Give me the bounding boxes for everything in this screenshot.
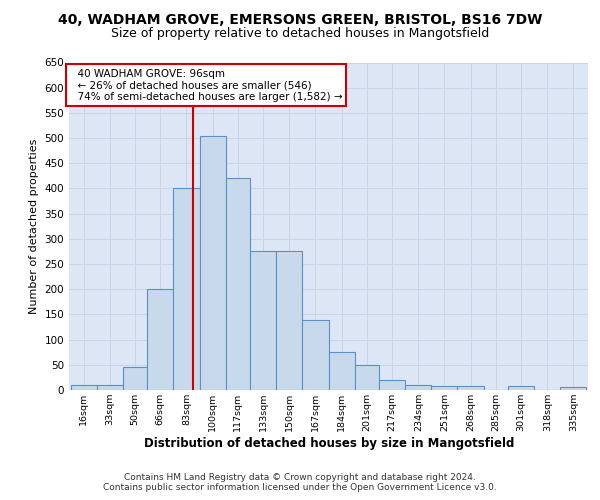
Bar — [379, 380, 405, 390]
Text: 40, WADHAM GROVE, EMERSONS GREEN, BRISTOL, BS16 7DW: 40, WADHAM GROVE, EMERSONS GREEN, BRISTO… — [58, 12, 542, 26]
Bar — [123, 368, 148, 390]
Bar — [276, 252, 302, 390]
Text: 40 WADHAM GROVE: 96sqm
  ← 26% of detached houses are smaller (546)
  74% of sem: 40 WADHAM GROVE: 96sqm ← 26% of detached… — [71, 68, 342, 102]
Bar — [355, 365, 379, 390]
Text: Size of property relative to detached houses in Mangotsfield: Size of property relative to detached ho… — [111, 28, 489, 40]
Bar — [148, 289, 173, 390]
Bar — [173, 188, 200, 390]
Text: Distribution of detached houses by size in Mangotsfield: Distribution of detached houses by size … — [143, 438, 514, 450]
Bar — [250, 252, 276, 390]
Bar — [508, 386, 534, 390]
Bar — [457, 386, 484, 390]
Y-axis label: Number of detached properties: Number of detached properties — [29, 138, 39, 314]
Bar — [97, 385, 123, 390]
Bar — [200, 136, 226, 390]
Bar — [431, 386, 457, 390]
Bar — [405, 385, 431, 390]
Bar — [71, 385, 97, 390]
Bar — [226, 178, 250, 390]
Bar — [302, 320, 329, 390]
Text: Contains HM Land Registry data © Crown copyright and database right 2024.
Contai: Contains HM Land Registry data © Crown c… — [103, 473, 497, 492]
Bar — [329, 352, 355, 390]
Bar — [560, 388, 586, 390]
